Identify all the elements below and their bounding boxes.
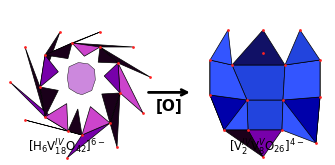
Polygon shape <box>45 43 72 59</box>
Text: [V$^{IV}_2$V$^V_8$O$_{26}$]$^{4-}$: [V$^{IV}_2$V$^V_8$O$_{26}$]$^{4-}$ <box>229 138 304 158</box>
Polygon shape <box>283 97 320 143</box>
Polygon shape <box>45 32 100 55</box>
Polygon shape <box>210 95 248 130</box>
Polygon shape <box>104 63 120 93</box>
Polygon shape <box>45 104 68 131</box>
Text: [O]: [O] <box>156 99 183 114</box>
Polygon shape <box>282 97 320 143</box>
Polygon shape <box>10 82 68 131</box>
Polygon shape <box>285 60 320 97</box>
Polygon shape <box>98 47 118 63</box>
Polygon shape <box>283 60 320 100</box>
Polygon shape <box>248 130 282 157</box>
Polygon shape <box>110 93 120 147</box>
Polygon shape <box>82 107 110 135</box>
Polygon shape <box>72 43 133 47</box>
Polygon shape <box>25 47 45 117</box>
Polygon shape <box>316 60 320 143</box>
Polygon shape <box>25 120 82 135</box>
Polygon shape <box>118 63 143 113</box>
Text: [H$_6$V$^{IV}_{18}$O$_{42}$]$^{6-}$: [H$_6$V$^{IV}_{18}$O$_{42}$]$^{6-}$ <box>28 138 106 158</box>
Polygon shape <box>68 109 82 135</box>
Polygon shape <box>67 123 110 158</box>
Polygon shape <box>67 63 95 95</box>
Polygon shape <box>72 43 100 56</box>
Polygon shape <box>210 95 247 130</box>
Polygon shape <box>232 30 285 65</box>
Polygon shape <box>40 87 58 117</box>
Polygon shape <box>102 93 120 123</box>
Polygon shape <box>285 30 320 65</box>
Polygon shape <box>224 130 263 157</box>
Polygon shape <box>210 30 232 65</box>
Polygon shape <box>210 60 232 95</box>
Polygon shape <box>40 55 58 87</box>
Polygon shape <box>210 60 247 100</box>
Polygon shape <box>100 47 150 77</box>
Polygon shape <box>247 100 283 130</box>
Polygon shape <box>40 32 60 87</box>
Polygon shape <box>210 60 224 130</box>
Polygon shape <box>232 65 285 100</box>
